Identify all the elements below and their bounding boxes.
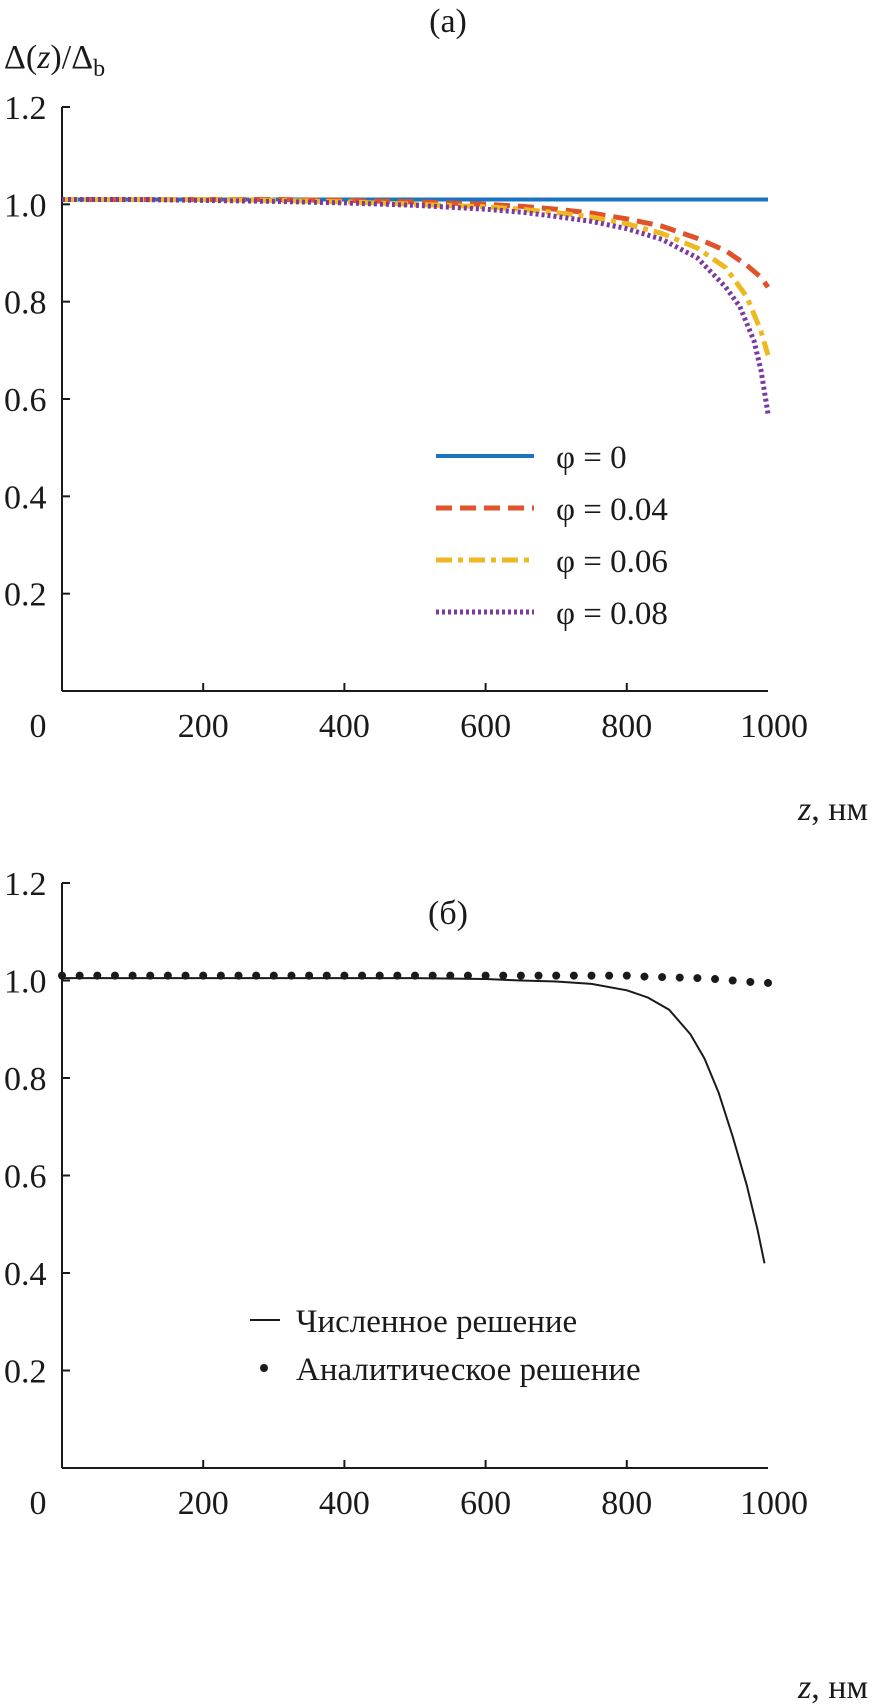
b-y-tick-label: 0.6 [4, 1159, 47, 1196]
b-series-1-point [728, 976, 737, 985]
b-series-1-point [516, 971, 525, 980]
b-y-tick-label: 1.2 [4, 866, 47, 903]
b-series-1-point [587, 971, 596, 980]
a-y-tick-label: 0.4 [4, 479, 47, 516]
b-series-1-point [605, 971, 614, 980]
b-series-1-point [499, 971, 508, 980]
a-x-tick-label: 400 [319, 708, 370, 745]
a-y-tick-label: 1.0 [4, 187, 47, 224]
b-series-1-point [287, 971, 296, 980]
panel-a-label: (a) [429, 3, 467, 40]
a-x-tick-label: 800 [601, 708, 652, 745]
b-series-1-point [693, 974, 702, 983]
a-legend-label: φ = 0.08 [556, 596, 668, 632]
b-series-1-point [128, 971, 137, 980]
b-series-1-point [199, 971, 208, 980]
b-series-1-point [322, 971, 331, 980]
b-series-1-point [93, 971, 102, 980]
b-series-1-point [711, 975, 720, 984]
b-series-1-point [181, 971, 190, 980]
panel-b: (б) 0 200 400 600 800 10000.20.40.60.81.01.2 … [4, 866, 868, 1704]
a-y-tick-label: 0.6 [4, 382, 47, 419]
b-y-tick-label: 0.8 [4, 1061, 47, 1098]
b-series-1-point [534, 971, 543, 980]
b-series-1-point [463, 971, 472, 980]
a-series-3-line [62, 197, 771, 415]
b-x-tick-label: 600 [460, 1485, 511, 1522]
a-x-tick-label: 200 [178, 708, 229, 745]
b-series-1-point [658, 973, 667, 982]
a-legend-label: φ = 0.06 [556, 544, 668, 580]
b-series-1-point [358, 971, 367, 980]
a-y-tick-label: 0.2 [4, 577, 47, 614]
a-x-tick-label: 600 [460, 708, 511, 745]
b-series-1-point [622, 971, 631, 980]
b-series-1-point [58, 971, 66, 980]
a-y-tick-label: 0.8 [4, 285, 47, 322]
b-legend-label: Численное решение [296, 1304, 577, 1340]
b-series-1-point [569, 971, 578, 980]
b-series-1-point [340, 971, 349, 980]
panel-a-axes: 0 200 400 600 800 1000 0.2 0.4 0.6 0.8 1.0 1.2 [4, 90, 808, 745]
b-series-0-line [62, 977, 766, 1264]
panel-a-legend: φ = 0 φ = 0.04 φ = 0.06 φ = 0.08 [436, 440, 668, 632]
panel-b-x-axis-label: z, нм [797, 1669, 868, 1704]
a-series-2-line [62, 197, 771, 356]
b-series-1-point [163, 971, 172, 980]
b-series-1-point [746, 977, 755, 986]
b-series-1-point [375, 971, 384, 980]
b-x-tick-label: 400 [319, 1485, 370, 1522]
a-y-tick-label: 1.2 [4, 90, 47, 127]
b-series-1-point [552, 971, 561, 980]
b-legend-swatch [260, 1364, 268, 1372]
b-series-1-point [446, 971, 455, 980]
a-series-1-line [62, 197, 771, 289]
b-series-1-point [252, 971, 261, 980]
b-series-1-point [764, 978, 772, 987]
panel-a-series-group [62, 197, 771, 415]
b-series-1-point [675, 973, 684, 982]
b-series-1-point [269, 971, 278, 980]
panel-b-legend: Численное решение Аналитическое решение [250, 1304, 641, 1388]
b-legend-label: Аналитическое решение [296, 1352, 641, 1388]
b-series-1-point [216, 971, 225, 980]
b-series-1-point [234, 971, 243, 980]
panel-a-y-axis-label: Δ(z)/Δb [4, 39, 105, 82]
panel-b-axes: 0 200 400 600 800 1000 0.2 0.4 0.6 0.8 1.0 1.2 [4, 866, 808, 1522]
b-series-1-point [305, 971, 314, 980]
b-series-1-point [75, 971, 84, 980]
a-legend-label: φ = 0.04 [556, 492, 668, 528]
b-x-tick-label: 1000 [740, 1485, 808, 1522]
b-x-tick-label: 0 [30, 1485, 47, 1522]
b-series-1-point [481, 971, 490, 980]
panel-b-label: (б) [428, 895, 468, 932]
panel-a: (a) Δ(z)/Δb 0 200 400 600 800 1000 0.2 0.4 0.6 0.… [4, 3, 868, 828]
a-x-tick-label: 1000 [740, 708, 808, 745]
b-series-1-point [393, 971, 402, 980]
b-series-1-point [110, 971, 119, 980]
b-x-tick-label: 200 [178, 1485, 229, 1522]
b-y-tick-label: 0.4 [4, 1256, 47, 1293]
a-x-tick-label: 0 [30, 708, 47, 745]
b-series-1-point [146, 971, 155, 980]
b-y-tick-label: 1.0 [4, 964, 47, 1001]
b-series-1-point [428, 971, 437, 980]
b-y-tick-label: 0.2 [4, 1354, 47, 1391]
panel-a-x-axis-label: z, нм [797, 791, 868, 828]
b-series-1-point [640, 972, 649, 981]
b-x-tick-label: 800 [601, 1485, 652, 1522]
b-series-1-point [411, 971, 419, 980]
panel-b-series-group [58, 971, 772, 1264]
a-legend-label: φ = 0 [556, 440, 627, 476]
